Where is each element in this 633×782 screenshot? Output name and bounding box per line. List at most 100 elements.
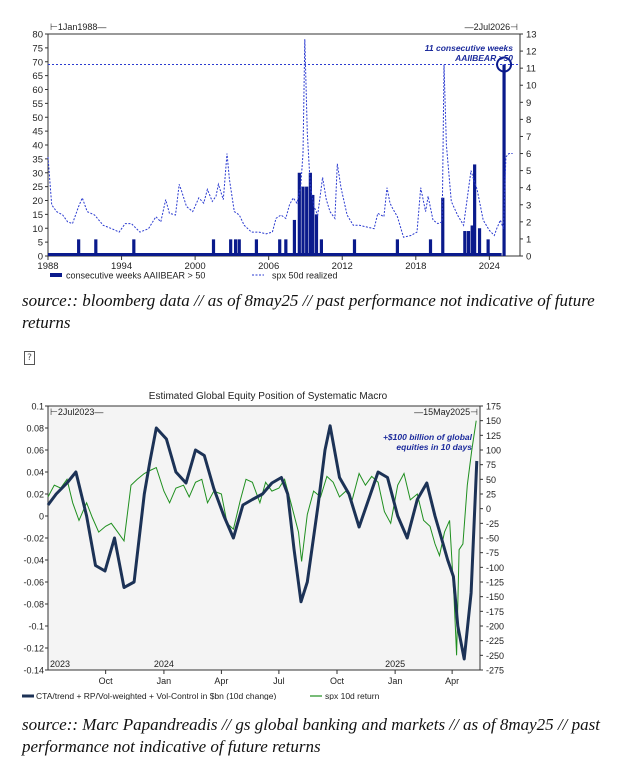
x-axis-tick-label: 2024 <box>479 261 500 272</box>
x-axis-tick-label: 1988 <box>37 261 58 272</box>
left-axis-tick-label: 0.08 <box>26 424 44 434</box>
date-range-start: ⊢2Jul2023— <box>50 407 103 417</box>
bar-weeks-bear <box>301 186 305 256</box>
right-axis-tick-label: 3 <box>526 200 531 211</box>
bar-weeks-bear <box>466 231 471 256</box>
bar-weeks-bear <box>470 225 474 256</box>
x-axis-tick-label: Apr <box>214 676 228 686</box>
legend-label-bars: consecutive weeks AAIIBEAR > 50 <box>66 271 205 281</box>
left-axis-tick-label: 55 <box>32 99 43 110</box>
left-axis-tick-label: 0 <box>39 512 44 522</box>
left-axis-tick-label: 80 <box>32 30 43 41</box>
right-axis-tick-label: 8 <box>526 115 531 126</box>
highlight-circle <box>496 56 513 73</box>
left-axis-tick-label: 5 <box>38 238 43 249</box>
right-axis-tick-label: -75 <box>486 548 499 558</box>
bar-weeks-bear <box>94 239 98 256</box>
bar-weeks-bear <box>477 228 482 256</box>
x-axis-tick-label: 2000 <box>185 261 206 272</box>
x-axis-tick-label: 2018 <box>405 261 426 272</box>
x-axis-tick-label: Oct <box>330 676 345 686</box>
chart1-source-caption: source:: bloomberg data // as of 8may25 … <box>22 291 595 332</box>
right-axis-tick-label: -200 <box>486 622 504 632</box>
left-axis-tick-label: -0.14 <box>23 666 44 676</box>
aaii-bear-chart-svg: 0510152025303540455055606570758001234567… <box>32 22 537 281</box>
date-range-start: ⊢1Jan1988— <box>50 22 106 32</box>
right-axis-tick-label: -50 <box>486 534 499 544</box>
right-axis-tick-label: 75 <box>486 460 496 470</box>
systematic-macro-chart-svg: Estimated Global Equity Position of Syst… <box>22 391 504 701</box>
right-axis-tick-label: 2 <box>526 217 531 228</box>
broken-image-icon: ? <box>24 351 35 365</box>
left-axis-tick-label: 35 <box>32 154 43 165</box>
right-axis-tick-label: -100 <box>486 563 504 573</box>
right-axis-tick-label: 5 <box>526 166 531 177</box>
left-axis-tick-label: -0.06 <box>23 578 44 588</box>
right-axis-tick-label: 175 <box>486 402 501 412</box>
series-line-spx-10d <box>47 420 477 656</box>
legend-label-thin: spx 10d return <box>325 691 380 700</box>
x-axis-tick-label: Jan <box>388 676 403 686</box>
left-axis-tick-label: 0.06 <box>26 446 44 456</box>
bar-weeks-bear <box>486 239 490 256</box>
annotation-text: +$100 billion of global <box>383 432 473 442</box>
date-range-end: —15May2025⊣ <box>414 407 478 417</box>
left-axis-tick-label: 0.04 <box>26 468 44 478</box>
left-axis-tick-label: 10 <box>32 224 43 235</box>
bar-weeks-bear <box>297 172 301 256</box>
bar-weeks-bear <box>311 194 315 256</box>
right-axis-tick-label: 100 <box>486 446 501 456</box>
year-label: 2023 <box>50 659 70 669</box>
bar-weeks-bear <box>292 219 297 256</box>
bar-weeks-bear <box>319 239 323 256</box>
right-axis-tick-label: 9 <box>526 98 531 109</box>
x-axis-tick-label: Jul <box>273 676 285 686</box>
bar-weeks-bear <box>237 239 241 256</box>
right-axis-tick-label: 12 <box>526 47 537 58</box>
right-axis-tick-label: -275 <box>486 666 504 676</box>
right-axis-tick-label: 0 <box>486 504 491 514</box>
bar-weeks-bear <box>314 214 319 256</box>
left-axis-tick-label: 0 <box>38 252 43 263</box>
annotation-text: equities in 10 days <box>396 442 472 452</box>
bar-weeks-bear <box>428 239 433 256</box>
left-axis-tick-label: -0.04 <box>23 556 44 566</box>
left-axis-tick-label: -0.12 <box>23 644 44 654</box>
right-axis-tick-label: 4 <box>526 183 531 194</box>
bar-weeks-bear <box>233 239 238 256</box>
annotation-text: 11 consecutive weeks <box>425 43 513 53</box>
annotation-text: AAIIBEAR >50 <box>454 53 513 63</box>
right-axis-tick-label: -175 <box>486 607 504 617</box>
right-axis-tick-label: 7 <box>526 132 531 143</box>
x-axis-tick-label: 2012 <box>332 261 353 272</box>
series-line-spx-realized <box>47 39 513 238</box>
right-axis-tick-label: 11 <box>526 64 536 75</box>
aaii-bear-chart: 0 5 10 15 20 25 30 35 40 45 50 55 60 65 70 75 80 0 1 2 3 4 5 6 7… <box>20 0 590 288</box>
series-line-systematic-macro <box>46 424 479 661</box>
left-axis-tick-label: 40 <box>32 141 43 152</box>
bar-weeks-bear <box>441 197 445 256</box>
left-axis-tick-label: -0.02 <box>23 534 44 544</box>
left-axis-tick-label: 50 <box>32 113 43 124</box>
left-axis-tick-label: -0.1 <box>28 622 44 632</box>
right-axis-tick-label: 10 <box>526 81 537 92</box>
right-axis-tick-label: 25 <box>486 490 496 500</box>
right-axis-tick-label: 150 <box>486 416 501 426</box>
bar-weeks-bear <box>229 239 233 256</box>
right-axis-tick-label: -225 <box>486 636 504 646</box>
right-axis-tick-label: 0 <box>526 252 531 263</box>
plot-area <box>47 33 521 257</box>
bar-weeks-bear <box>473 164 477 256</box>
bar-weeks-bear <box>308 172 312 256</box>
right-axis-tick-label: 50 <box>486 475 496 485</box>
bar-weeks-bear <box>278 239 282 256</box>
left-axis-tick-label: 0.1 <box>31 402 44 412</box>
left-axis-tick-label: 75 <box>32 43 43 54</box>
right-axis-tick-label: 1 <box>526 234 531 245</box>
left-axis-tick-label: 65 <box>32 71 43 82</box>
bar-weeks-bear <box>132 239 136 256</box>
year-label: 2025 <box>385 659 405 669</box>
bar-weeks-bear <box>305 186 309 256</box>
left-axis-tick-label: 20 <box>32 196 43 207</box>
right-axis-tick-label: -250 <box>486 651 504 661</box>
